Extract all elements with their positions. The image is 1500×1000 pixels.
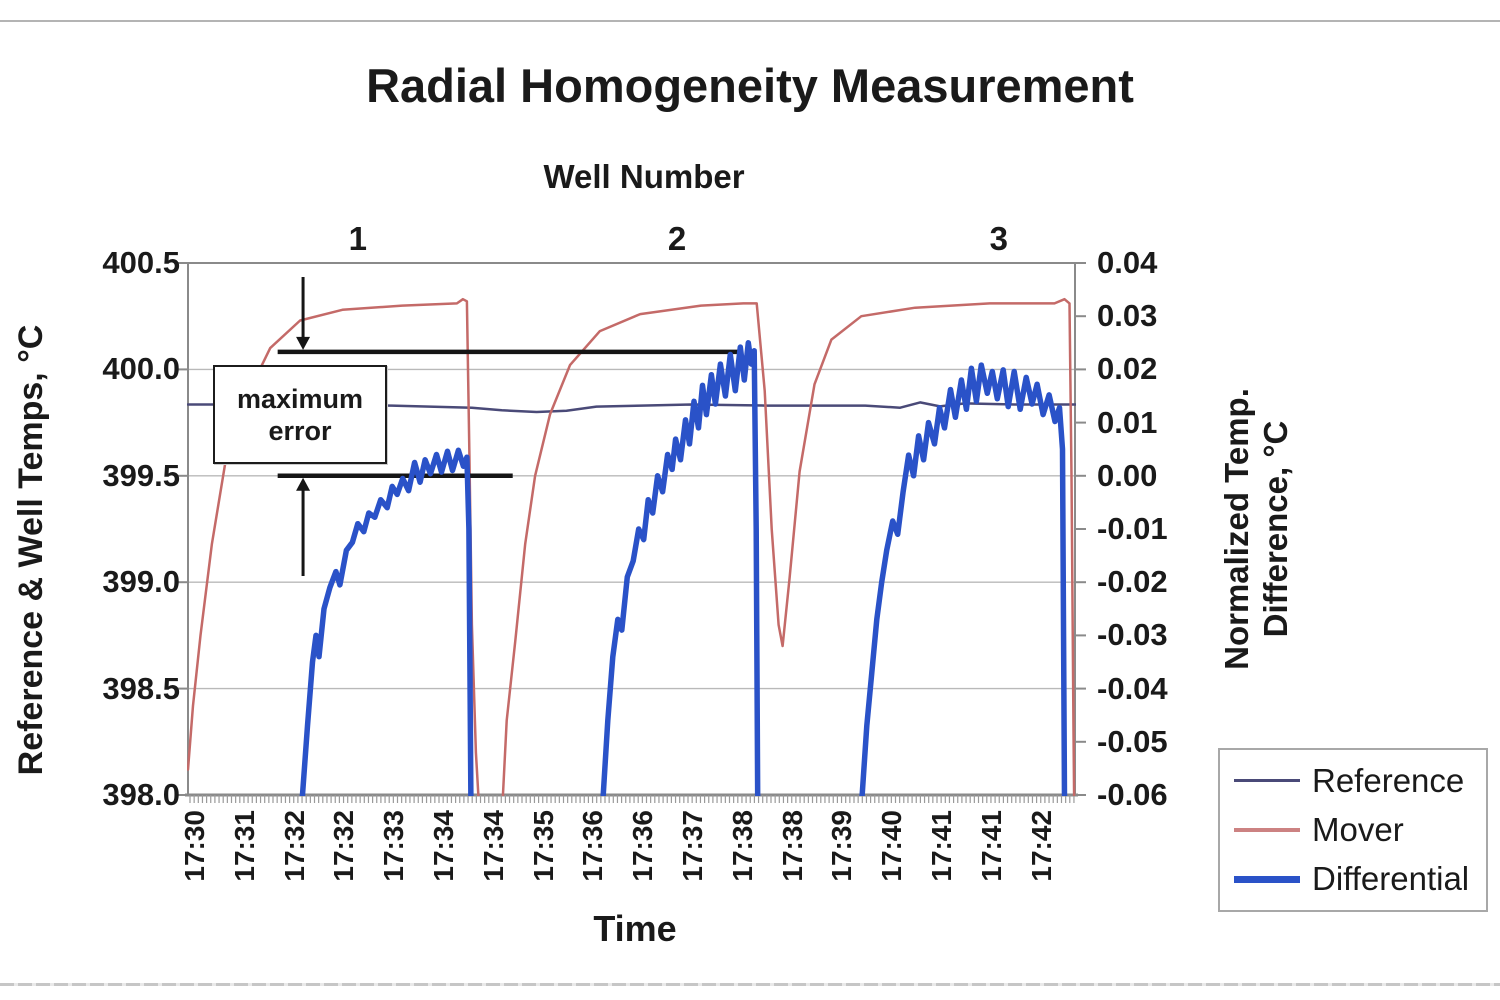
- legend-label-mover: Mover: [1312, 810, 1404, 848]
- x-tick-label: 17:42: [1025, 810, 1057, 882]
- x-tick-label: 17:32: [328, 810, 360, 882]
- x-tick-label: 17:34: [477, 810, 509, 882]
- x-tick-label: 17:34: [428, 810, 459, 882]
- right-tick-label: 0.03: [1097, 298, 1158, 334]
- x-tick-label: 17:40: [876, 810, 908, 882]
- x-tick-label: 17:35: [527, 810, 559, 882]
- annotation-line2: error: [268, 415, 332, 446]
- left-tick-label: 398.5: [102, 670, 180, 706]
- x-axis-title: Time: [593, 908, 677, 949]
- differential-line-sample: [1234, 875, 1300, 883]
- x-tick-label: 17:38: [726, 810, 758, 882]
- x-tick-label: 17:37: [677, 810, 708, 882]
- legend-item-mover: Mover: [1220, 811, 1486, 849]
- left-tick-label: 399.0: [102, 564, 180, 600]
- right-tick-label: -0.04: [1097, 670, 1168, 706]
- bottom-divider-line: [0, 983, 1500, 986]
- left-tick-label: 400.0: [102, 351, 180, 387]
- right-tick-label: 0.04: [1097, 245, 1158, 280]
- well-number-1: 1: [348, 220, 368, 257]
- maximum-error-annotation-box: maximum error: [213, 365, 387, 464]
- x-tick-label: 17:36: [577, 810, 609, 882]
- right-tick-label: 0.01: [1097, 404, 1158, 440]
- x-tick-label: 17:33: [378, 810, 410, 882]
- legend-label-reference: Reference: [1312, 761, 1465, 799]
- well-number-2: 2: [667, 220, 687, 257]
- x-tick-label: 17:31: [228, 810, 260, 882]
- x-tick-label: 17:36: [627, 810, 659, 882]
- well-number-axis-title: Well Number: [543, 158, 745, 195]
- right-tick-label: 0.00: [1097, 457, 1158, 493]
- chart-title: Radial Homogeneity Measurement: [366, 59, 1134, 112]
- top-divider-line: [0, 20, 1500, 22]
- x-tick-label: 17:41: [926, 810, 957, 882]
- left-tick-label: 400.5: [102, 245, 180, 280]
- right-tick-label: -0.02: [1097, 564, 1168, 600]
- legend: Reference Mover Differential: [1218, 748, 1488, 912]
- legend-label-differential: Differential: [1312, 860, 1470, 898]
- x-tick-label: 17:39: [826, 810, 858, 882]
- right-tick-label: -0.05: [1097, 723, 1168, 759]
- left-tick-label: 399.5: [102, 457, 180, 493]
- right-tick-label: 0.02: [1097, 351, 1158, 387]
- x-tick-label: 17:38: [776, 810, 808, 882]
- x-tick-label: 17:32: [278, 810, 310, 882]
- well-number-3: 3: [989, 220, 1008, 257]
- x-tick-label: 17:30: [179, 810, 210, 882]
- x-tick-label: 17:41: [975, 810, 1007, 882]
- right-tick-label: -0.06: [1097, 777, 1168, 812]
- legend-item-differential: Differential: [1220, 860, 1486, 898]
- mover-line-sample: [1234, 827, 1300, 832]
- right-tick-label: -0.03: [1097, 617, 1168, 653]
- annotation-line1: maximum: [236, 383, 364, 414]
- reference-line-sample: [1234, 779, 1300, 783]
- legend-item-reference: Reference: [1220, 762, 1486, 800]
- right-tick-label: -0.01: [1097, 511, 1168, 546]
- left-tick-label: 398.0: [102, 777, 180, 812]
